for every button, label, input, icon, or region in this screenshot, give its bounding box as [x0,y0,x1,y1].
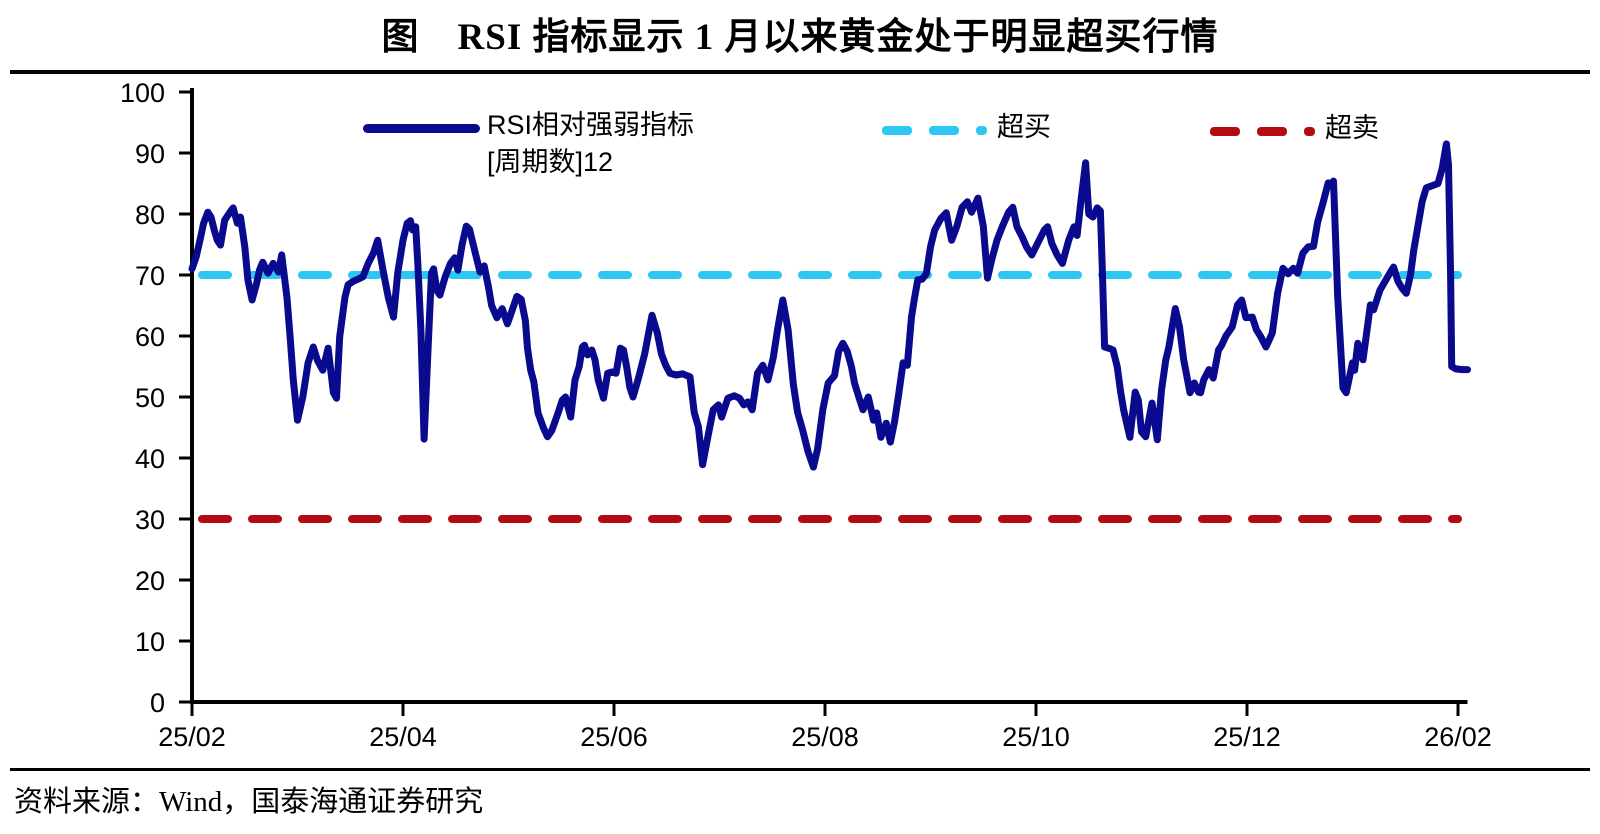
x-tick-label: 25/06 [580,722,648,752]
dash-dot [1304,127,1315,136]
y-tick-label: 20 [135,566,165,596]
rsi-series-line [188,140,1471,471]
dash-segment [929,126,959,135]
legend-overbought-label: 超买 [997,112,1051,142]
dash-dot [976,126,987,135]
top-divider-rule [10,70,1590,74]
legend-item-oversold [1210,127,1315,136]
legend-item-overbought [882,126,987,135]
x-tick-label: 26/02 [1424,722,1492,752]
dash-segment [1257,127,1287,136]
dash-segment [1210,127,1240,136]
y-tick-label: 80 [135,200,165,230]
x-tick-label: 25/10 [1002,722,1070,752]
y-tick-label: 0 [150,688,165,718]
dash-segment [882,126,912,135]
data-source-note: 资料来源：Wind，国泰海通证券研究 [14,786,484,818]
x-tick-label: 25/02 [158,722,226,752]
overbought-dash-swatch [882,126,987,135]
rsi-line-swatch [363,124,480,133]
y-tick-label: 60 [135,322,165,352]
y-tick-label: 40 [135,444,165,474]
legend-oversold-label: 超卖 [1325,113,1379,143]
y-tick-label: 30 [135,505,165,535]
legend-item-rsi [363,124,480,133]
legend-rsi-label-block: RSI相对强弱指标 [周期数]12 [487,110,694,178]
legend-rsi-label-line1: RSI相对强弱指标 [487,110,695,140]
y-tick-label: 100 [120,78,165,108]
chart-title: 图 RSI 指标显示 1 月以来黄金处于明显超买行情 [381,17,1219,58]
y-tick-label: 90 [135,139,165,169]
y-tick-label: 10 [135,627,165,657]
x-tick-label: 25/04 [369,722,437,752]
y-tick-label: 50 [135,383,165,413]
bottom-divider-rule [10,768,1590,771]
legend-rsi-label-line2: [周期数]12 [487,147,614,178]
y-tick-label: 70 [135,261,165,291]
oversold-dash-swatch [1210,127,1315,136]
x-tick-label: 25/12 [1213,722,1281,752]
x-tick-label: 25/08 [791,722,859,752]
